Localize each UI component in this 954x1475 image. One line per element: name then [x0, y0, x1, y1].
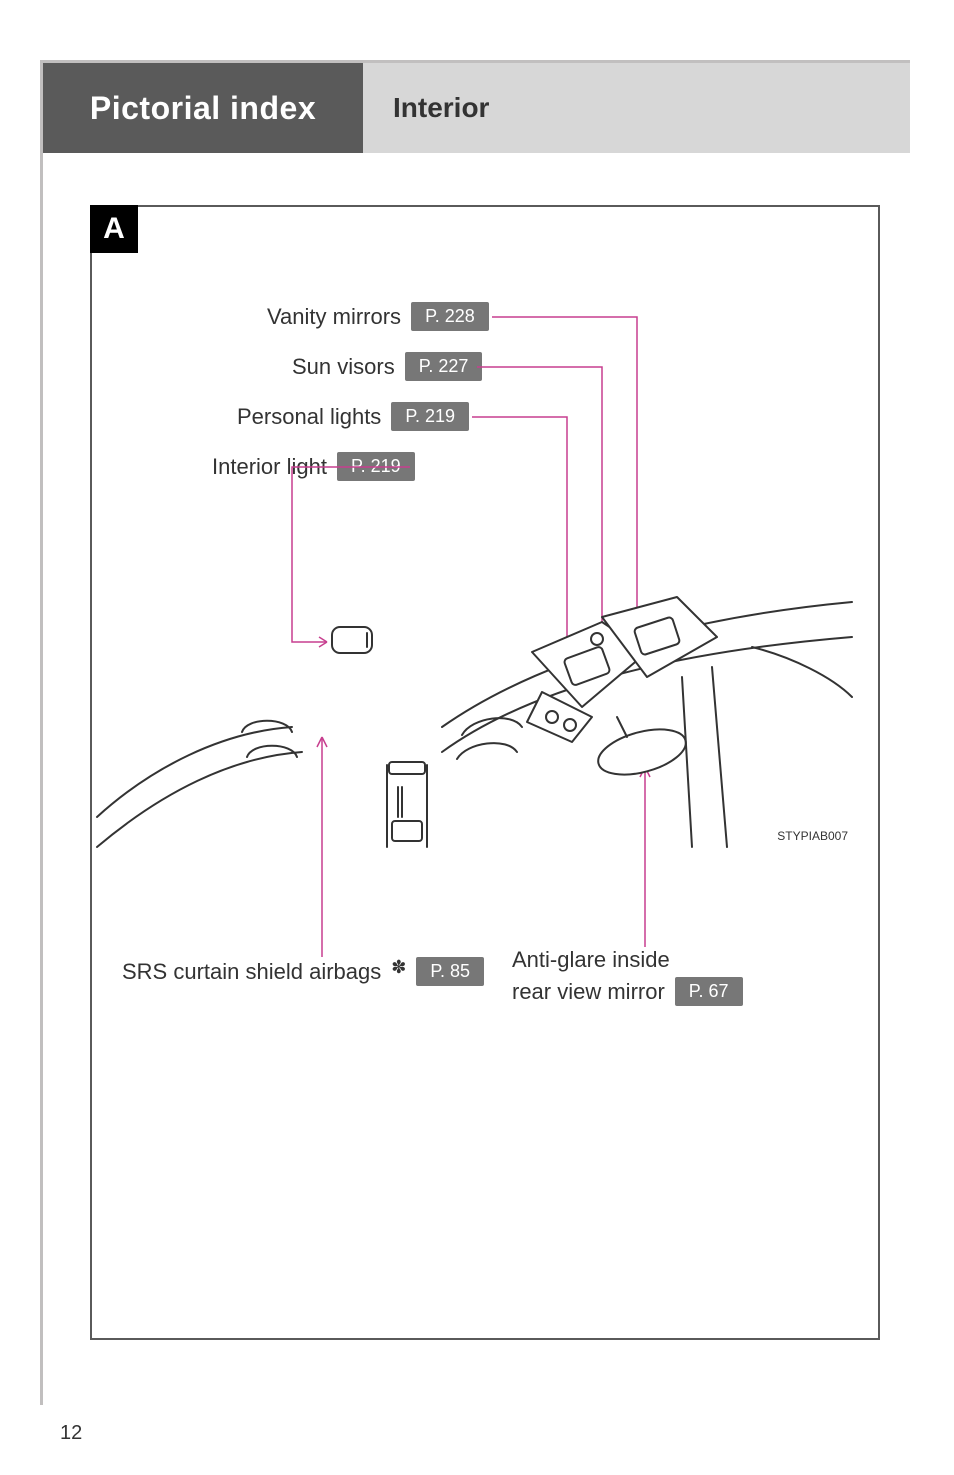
interior-diagram: [92, 207, 882, 1342]
header-subtitle: Interior: [393, 92, 489, 124]
header-bar: Pictorial index Interior: [43, 63, 910, 153]
header-title-tab: Pictorial index: [43, 63, 363, 153]
page-number: 12: [60, 1422, 82, 1445]
content-box: A Vanity mirrors P. 228 Sun visors P. 22…: [90, 205, 880, 1340]
header-title: Pictorial index: [90, 90, 316, 127]
